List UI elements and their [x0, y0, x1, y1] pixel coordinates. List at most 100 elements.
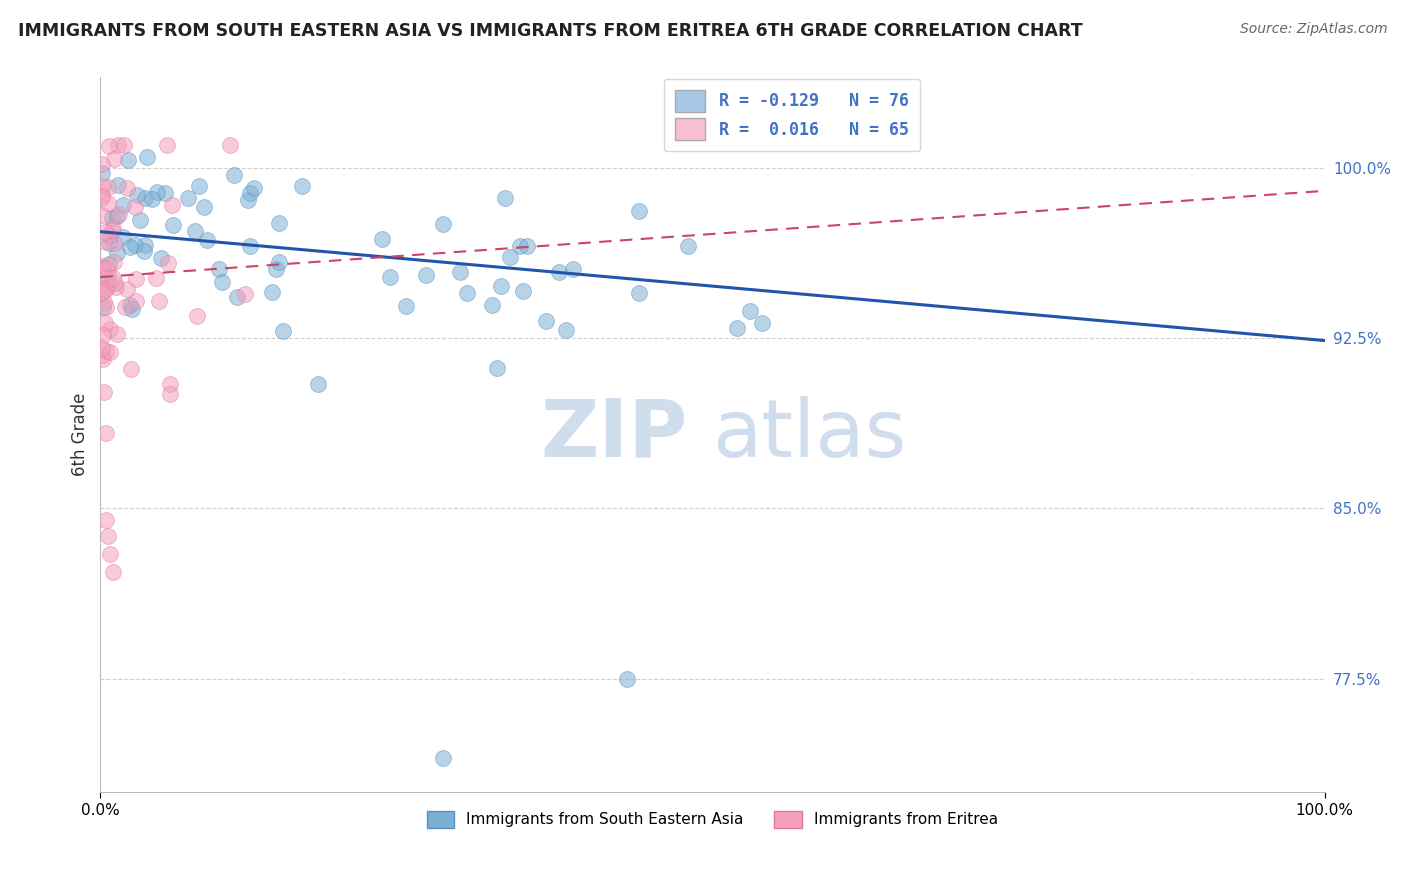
- Point: [93, 270, 115, 285]
- Point: [105, 246, 128, 260]
- Point: [291, 179, 314, 194]
- Point: [236, 194, 259, 208]
- Point: [751, 317, 773, 331]
- Point: [114, 300, 136, 314]
- Point: [725, 321, 748, 335]
- Point: [148, 294, 170, 309]
- Point: [225, 290, 247, 304]
- Point: [267, 215, 290, 229]
- Point: [740, 303, 762, 318]
- Point: [124, 238, 146, 252]
- Point: [117, 282, 139, 296]
- Point: [107, 138, 129, 153]
- Point: [100, 344, 122, 359]
- Point: [111, 229, 134, 244]
- Point: [93, 384, 115, 399]
- Point: [101, 271, 124, 285]
- Point: [432, 751, 454, 765]
- Point: [145, 271, 167, 285]
- Point: [117, 180, 139, 194]
- Point: [260, 285, 283, 299]
- Point: [264, 261, 287, 276]
- Point: [105, 326, 128, 341]
- Text: Source: ZipAtlas.com: Source: ZipAtlas.com: [1240, 22, 1388, 37]
- Point: [449, 265, 471, 279]
- Point: [97, 528, 120, 542]
- Point: [125, 272, 148, 286]
- Point: [534, 314, 557, 328]
- Point: [271, 325, 294, 339]
- Point: [489, 278, 512, 293]
- Point: [90, 341, 112, 355]
- Point: [101, 223, 124, 237]
- Point: [93, 281, 115, 295]
- Point: [94, 260, 117, 275]
- Point: [548, 265, 571, 279]
- Point: [100, 322, 122, 336]
- Point: [378, 270, 401, 285]
- Text: IMMIGRANTS FROM SOUTH EASTERN ASIA VS IMMIGRANTS FROM ERITREA 6TH GRADE CORRELAT: IMMIGRANTS FROM SOUTH EASTERN ASIA VS IM…: [18, 22, 1083, 40]
- Point: [177, 191, 200, 205]
- Point: [307, 376, 329, 391]
- Point: [98, 139, 121, 153]
- Point: [96, 300, 118, 314]
- Point: [98, 277, 121, 292]
- Point: [159, 387, 181, 401]
- Point: [269, 255, 291, 269]
- Point: [101, 211, 124, 225]
- Point: [98, 547, 121, 561]
- Point: [628, 203, 651, 218]
- Point: [415, 268, 437, 282]
- Point: [94, 343, 117, 358]
- Text: atlas: atlas: [713, 396, 907, 474]
- Point: [162, 198, 184, 212]
- Point: [242, 180, 264, 194]
- Point: [94, 284, 117, 298]
- Point: [162, 219, 184, 233]
- Y-axis label: 6th Grade: 6th Grade: [72, 393, 89, 476]
- Point: [97, 256, 120, 270]
- Point: [90, 282, 112, 296]
- Point: [156, 138, 179, 153]
- Point: [104, 276, 127, 290]
- Point: [97, 263, 120, 277]
- Point: [90, 261, 112, 276]
- Point: [627, 285, 650, 300]
- Point: [103, 255, 125, 269]
- Point: [94, 225, 117, 239]
- Point: [98, 229, 121, 244]
- Text: ZIP: ZIP: [541, 396, 688, 474]
- Point: [129, 212, 152, 227]
- Point: [90, 285, 112, 299]
- Point: [141, 192, 163, 206]
- Point: [91, 352, 114, 367]
- Point: [121, 302, 143, 317]
- Point: [395, 299, 418, 313]
- Point: [512, 284, 534, 298]
- Point: [134, 237, 156, 252]
- Point: [554, 323, 576, 337]
- Point: [371, 232, 394, 246]
- Point: [91, 348, 114, 362]
- Point: [125, 294, 148, 309]
- Point: [135, 150, 157, 164]
- Point: [195, 233, 218, 247]
- Point: [93, 234, 115, 248]
- Point: [97, 235, 120, 250]
- Point: [94, 316, 117, 330]
- Point: [97, 271, 120, 285]
- Point: [494, 191, 516, 205]
- Point: [93, 328, 115, 343]
- Point: [107, 207, 129, 221]
- Point: [509, 239, 531, 253]
- Point: [562, 261, 585, 276]
- Point: [159, 376, 181, 391]
- Point: [125, 188, 148, 202]
- Point: [90, 208, 112, 222]
- Point: [105, 209, 128, 223]
- Point: [103, 152, 125, 166]
- Point: [145, 185, 167, 199]
- Point: [153, 186, 176, 200]
- Point: [134, 244, 156, 258]
- Point: [91, 300, 114, 314]
